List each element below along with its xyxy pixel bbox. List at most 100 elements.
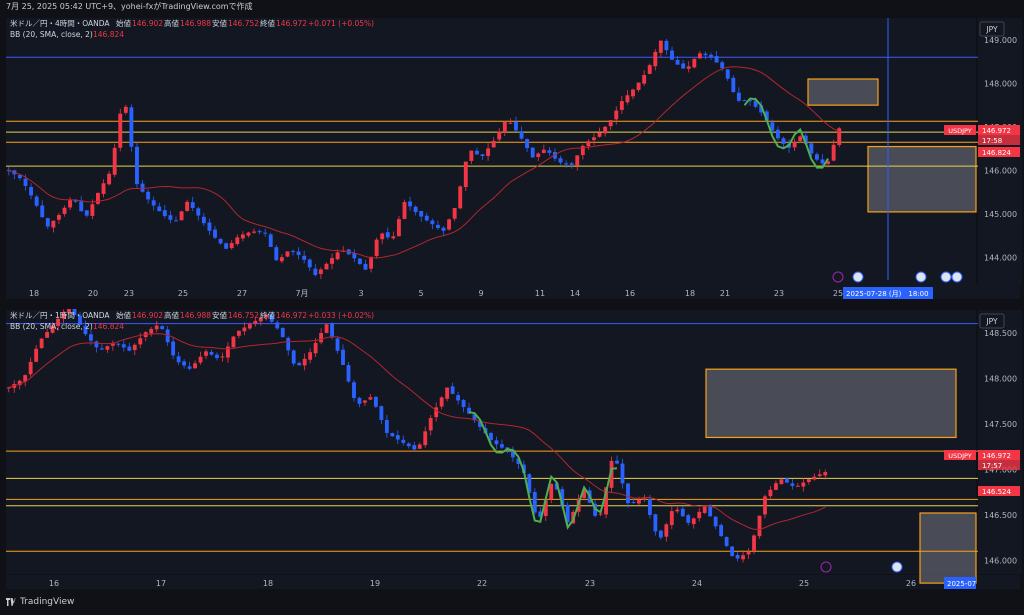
- legend-indicator: BB (20, SMA, close, 2): [10, 30, 93, 39]
- price-tag: [978, 486, 1020, 496]
- candle-body: [820, 159, 825, 164]
- candle-body: [34, 348, 39, 362]
- candle-body: [731, 77, 736, 92]
- candle-body: [231, 336, 236, 348]
- candle-body: [363, 263, 368, 270]
- candle-body: [781, 138, 786, 144]
- candle-body: [385, 232, 390, 238]
- candle-body: [313, 342, 318, 354]
- candle-body: [89, 334, 93, 341]
- candle-body: [72, 306, 77, 315]
- candle-body: [240, 234, 245, 239]
- candle-body: [603, 126, 608, 134]
- candle-body: [609, 460, 614, 488]
- candle-body: [286, 337, 291, 351]
- candle-body: [837, 128, 842, 146]
- candle-body: [817, 474, 822, 477]
- candle-body: [174, 220, 178, 222]
- candle-body: [565, 504, 570, 523]
- candle-body: [380, 233, 385, 240]
- candle-body: [324, 324, 329, 333]
- legend-ohlc-label: 高値: [164, 18, 179, 28]
- candle-body: [187, 366, 192, 369]
- candle-body: [604, 487, 608, 515]
- candle-body: [608, 120, 613, 127]
- candle-body: [121, 344, 126, 348]
- price-tag: [978, 135, 1020, 145]
- candle-body: [319, 333, 324, 343]
- wave-annotation: [468, 411, 618, 530]
- candle-body: [280, 328, 285, 338]
- candle-body: [330, 258, 334, 264]
- candle-body: [213, 229, 217, 238]
- candle-body: [489, 432, 493, 441]
- panel-separator: [0, 303, 1024, 309]
- candle-body: [558, 158, 563, 163]
- candle-body: [445, 387, 450, 399]
- legend-ohlc-value: 146.902: [132, 19, 163, 28]
- candle-body: [508, 122, 513, 124]
- candle-body: [801, 482, 806, 487]
- supply-zone: [705, 368, 957, 439]
- candle-body: [536, 153, 541, 157]
- x-tick-label: 17: [156, 579, 166, 588]
- candle-body: [764, 111, 769, 122]
- x-tick-label: 16: [49, 579, 59, 588]
- candle-body: [236, 330, 241, 336]
- candle-body: [467, 407, 471, 414]
- candle-body: [23, 375, 28, 382]
- y-tick-label: 146.000: [984, 167, 1017, 176]
- candle-body: [296, 251, 301, 255]
- candle-body: [592, 137, 596, 141]
- candle-body: [302, 255, 307, 260]
- candle-body: [691, 518, 696, 525]
- header-caption: 7月 25, 2025 05:42 UTC+9、yohei-fxがTrading…: [6, 2, 253, 11]
- candle-body: [157, 206, 162, 212]
- candle-body: [171, 341, 176, 356]
- candle-body: [17, 174, 22, 179]
- candle-body: [434, 407, 439, 418]
- candle-body: [450, 386, 455, 394]
- candle-body: [642, 498, 647, 500]
- candle-body: [56, 215, 61, 220]
- candle-body: [402, 202, 407, 219]
- candle-body: [401, 439, 406, 443]
- candle-body: [390, 433, 395, 437]
- candle-body: [374, 239, 379, 257]
- candle-body: [463, 161, 468, 188]
- candle-body: [73, 200, 78, 202]
- candle-body: [417, 444, 422, 449]
- candle-body: [384, 419, 389, 433]
- candle-body: [335, 252, 340, 260]
- x-tick-label: 19: [370, 579, 380, 588]
- candle-body: [308, 352, 313, 360]
- candle-body: [129, 107, 134, 147]
- candle-body: [56, 318, 60, 326]
- currency-button: [979, 21, 1005, 37]
- candle-body: [160, 326, 165, 330]
- candle-body: [586, 141, 591, 147]
- candle-body: [268, 234, 273, 247]
- candle-body: [724, 537, 729, 547]
- candle-body: [709, 54, 713, 58]
- candle-body: [34, 196, 39, 206]
- candle-body: [713, 516, 718, 527]
- y-tick-label: 149.000: [984, 36, 1017, 45]
- candle-body: [792, 142, 797, 148]
- x-tick-label: 26: [906, 579, 916, 588]
- candle-body: [510, 449, 515, 458]
- legend-ohlc-value: 146.988: [180, 311, 211, 320]
- candle-body: [297, 362, 302, 366]
- candle-body: [469, 150, 474, 161]
- candle-body: [235, 237, 240, 245]
- x-tick-label: 18: [29, 289, 39, 298]
- price-tag: [978, 450, 1020, 460]
- currency-label: JPY: [985, 25, 998, 34]
- candle-body: [61, 312, 66, 319]
- candle-body: [746, 551, 751, 555]
- candle-body: [96, 192, 100, 204]
- candle-body: [50, 325, 55, 333]
- legend-ohlc-label: 高値: [164, 310, 179, 320]
- candle-body: [201, 216, 206, 224]
- price-tag-value: 146.824: [982, 149, 1011, 157]
